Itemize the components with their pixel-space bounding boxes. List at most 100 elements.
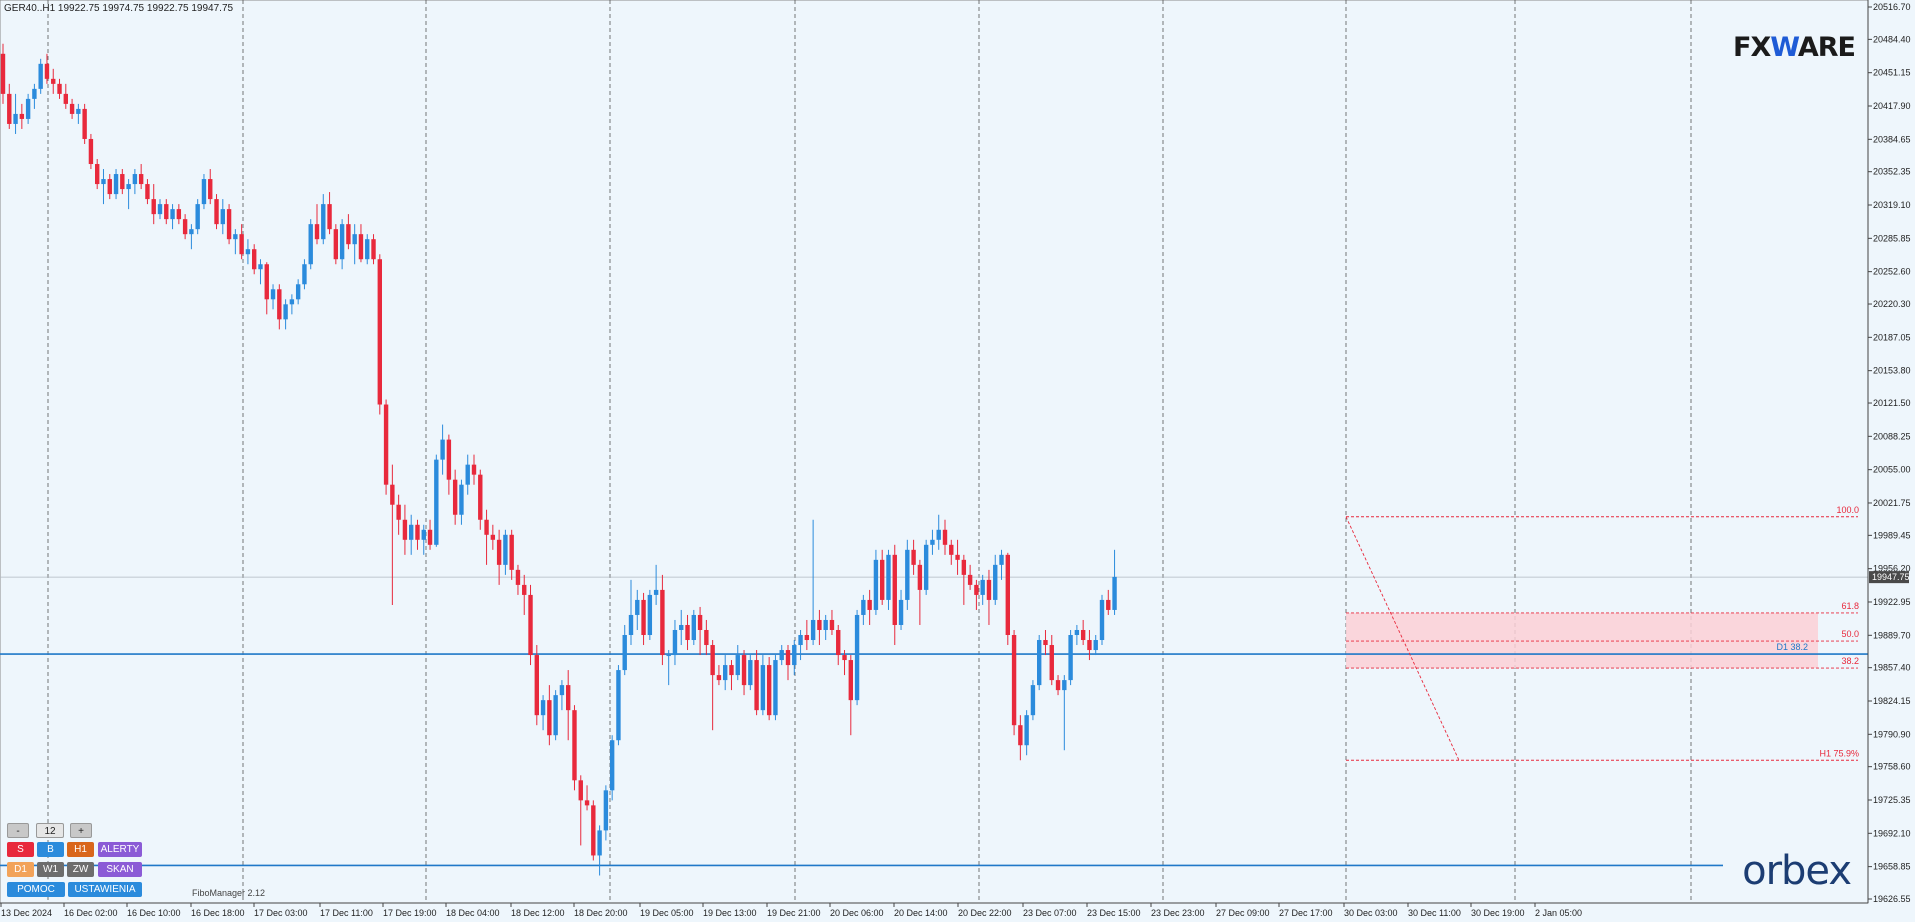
candle-body-116 [729,665,734,676]
candle-body-86 [540,700,546,716]
skan-button[interactable]: SKAN [98,862,142,877]
candle-76 [478,469,483,530]
candle-172 [1080,619,1086,646]
candle-165 [1037,635,1042,691]
candle-body-102 [641,599,646,636]
candle-6 [38,58,43,94]
candle-body-13 [82,108,87,139]
candle-101 [635,589,640,630]
pomoc-button[interactable]: POMOC [7,882,65,897]
candle-body-142 [892,554,897,625]
candle-body-61 [383,404,389,485]
d1-button[interactable]: D1 [7,862,34,877]
candle-70 [440,424,445,475]
candle-body-42 [264,264,269,300]
candle-body-110 [691,614,696,641]
candle-body-14 [88,138,94,165]
candle-10 [63,83,68,109]
fib-zone [1346,612,1818,669]
candle-128 [804,619,810,651]
candle-body-113 [710,645,715,676]
candle-62 [390,464,395,605]
h1-button[interactable]: H1 [67,842,94,857]
candle-55 [346,214,351,250]
alerty-button[interactable]: ALERTY [98,842,142,857]
candle-body-93 [584,800,590,806]
ustawienia-button[interactable]: USTAWIENIA [68,882,142,897]
candle-15 [95,159,100,190]
candle-9 [57,78,62,99]
candle-143 [898,589,904,630]
candle-86 [540,695,546,731]
candle-132 [829,609,835,636]
candle-79 [496,529,502,585]
candle-5 [32,83,37,109]
candle-body-25 [157,204,163,215]
candle-body-124 [779,650,784,661]
buy-button[interactable]: B [37,842,64,857]
time-label-11: 19 Dec 13:00 [703,908,757,918]
price-label-24: 19725.35 [1873,795,1911,805]
increase-button[interactable]: + [70,823,92,838]
time-label-14: 20 Dec 14:00 [894,908,948,918]
candle-body-108 [679,624,684,630]
candle-4 [25,93,31,124]
candle-66 [415,519,420,550]
value-field[interactable]: 12 [36,823,64,838]
time-label-4: 17 Dec 03:00 [254,908,308,918]
zw-button[interactable]: ZW [67,862,94,877]
price-label-25: 19692.10 [1873,828,1911,838]
candle-body-122 [766,665,772,716]
candle-body-149 [936,529,941,540]
candle-body-41 [258,264,263,270]
candle-body-112 [704,629,709,646]
candle-body-166 [1043,640,1048,646]
time-label-1: 16 Dec 02:00 [64,908,118,918]
candle-body-157 [986,579,992,600]
candle-body-117 [735,655,740,676]
candle-body-76 [478,474,483,520]
price-label-3: 20417.90 [1873,101,1911,111]
decrease-button[interactable]: - [7,823,29,838]
candle-26 [164,199,169,225]
candle-body-70 [440,439,445,460]
candle-48 [302,259,307,290]
candle-body-104 [653,589,659,595]
candle-149 [936,514,941,550]
candle-body-129 [810,619,816,641]
candle-body-69 [434,459,439,545]
time-label-17: 23 Dec 15:00 [1087,908,1141,918]
candle-159 [999,549,1004,580]
candle-body-119 [748,660,753,686]
sell-button[interactable]: S [7,842,34,857]
candle-body-3 [19,113,25,119]
price-label-7: 20285.85 [1873,233,1911,243]
time-label-6: 17 Dec 19:00 [383,908,437,918]
candle-body-101 [635,599,640,615]
candle-body-177 [1112,576,1117,610]
w1-button[interactable]: W1 [37,862,64,877]
candle-60 [377,254,382,415]
candle-body-57 [358,234,364,260]
candle-body-29 [182,219,188,235]
candle-87 [547,685,552,746]
candle-82 [515,564,521,595]
candle-body-82 [515,569,521,585]
candle-body-83 [522,584,527,595]
price-label-5: 20352.35 [1873,167,1911,177]
candle-139 [873,549,879,615]
candle-body-139 [873,559,879,610]
candle-body-170 [1068,635,1073,681]
candle-169 [1062,675,1067,751]
candle-116 [729,660,734,691]
candle-body-71 [446,439,452,480]
time-label-0: 13 Dec 2024 [1,908,52,918]
candle-body-107 [672,629,678,656]
candle-126 [792,640,797,676]
candle-32 [201,174,207,210]
candle-body-8 [51,78,56,84]
candle-171 [1074,624,1080,646]
candle-body-38 [239,234,244,255]
candle-2 [13,93,18,134]
